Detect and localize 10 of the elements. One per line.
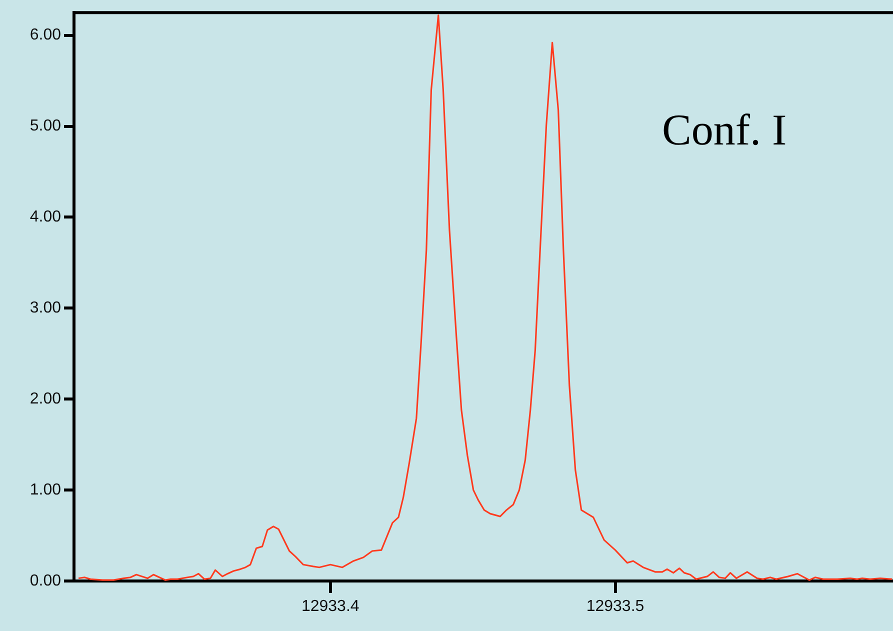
annotation: Conf. I <box>662 106 787 155</box>
x-tick-label: 12933.5 <box>586 598 644 616</box>
y-tick-label: 6.00 <box>30 26 62 44</box>
y-tick-label: 5.00 <box>30 118 62 135</box>
y-tick-label: 1.00 <box>30 481 62 498</box>
y-tick-label: 4.00 <box>30 208 62 226</box>
x-tick-label: 12933.4 <box>301 598 360 616</box>
y-tick-label: 2.00 <box>30 390 62 408</box>
y-tick-label: 0.00 <box>30 572 62 590</box>
y-tick-label: 3.00 <box>30 300 62 317</box>
